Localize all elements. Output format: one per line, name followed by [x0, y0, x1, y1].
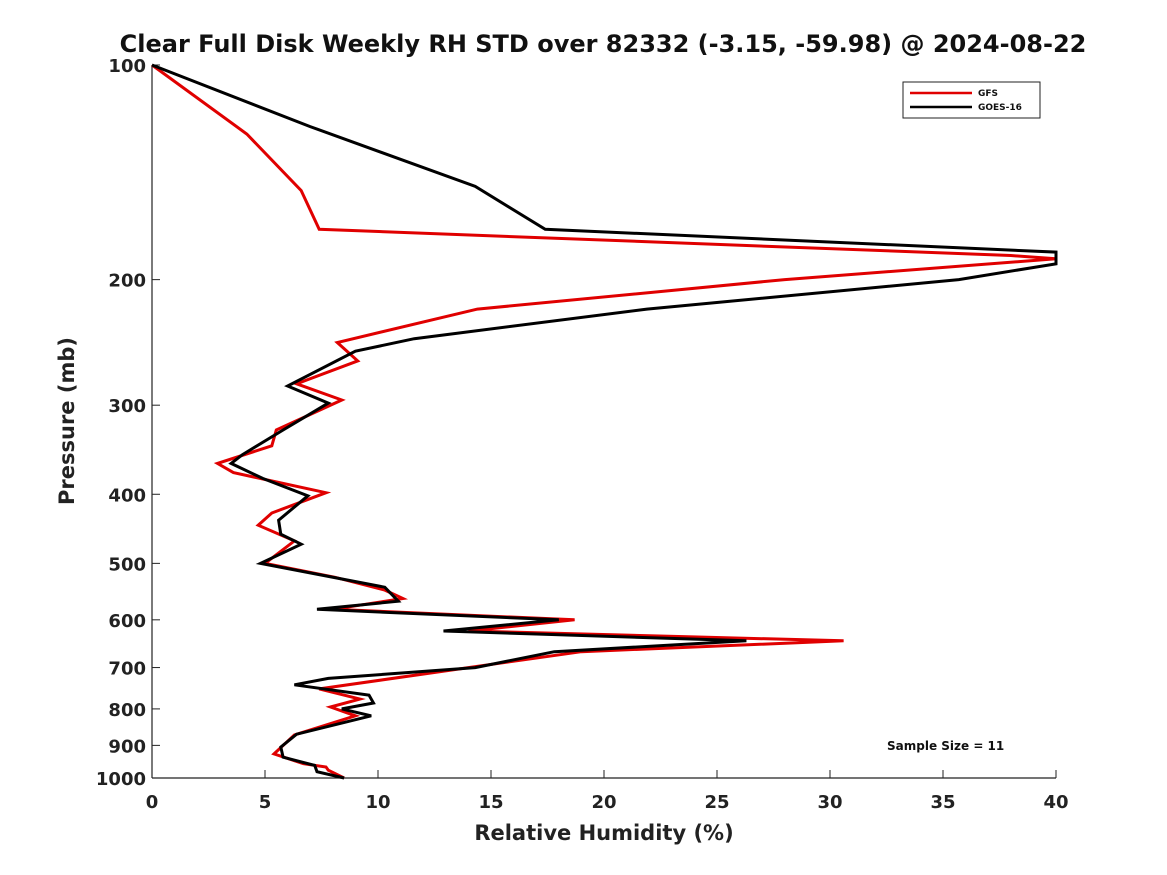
legend: GFS GOES-16	[902, 81, 1041, 119]
x-ticks: 0 5 10 15 20 25 30 35 40	[146, 770, 1069, 813]
x-tick-label: 0	[146, 792, 159, 813]
y-tick-label: 600	[108, 611, 146, 632]
x-tick-label: 40	[1043, 792, 1068, 813]
legend-label-goes16: GOES-16	[978, 103, 1022, 113]
legend-label-gfs: GFS	[978, 89, 998, 99]
series-lines	[151, 63, 1058, 780]
chart-title: Clear Full Disk Weekly RH STD over 82332…	[120, 30, 1087, 58]
x-tick-label: 20	[591, 792, 616, 813]
axes	[151, 65, 1056, 779]
y-tick-label: 700	[108, 659, 146, 680]
x-tick-label: 10	[365, 792, 390, 813]
legend-box	[902, 81, 1041, 119]
x-tick-label: 35	[930, 792, 955, 813]
x-tick-label: 30	[817, 792, 842, 813]
x-axis-label: Relative Humidity (%)	[474, 821, 733, 845]
y-tick-label: 800	[108, 700, 146, 721]
y-tick-label: 300	[108, 396, 146, 417]
x-tick-label: 15	[478, 792, 503, 813]
series-line-goes-16	[151, 63, 1058, 780]
x-tick-label: 5	[259, 792, 272, 813]
y-tick-label: 200	[108, 271, 146, 292]
series-line-gfs	[151, 63, 1057, 780]
y-tick-label: 900	[108, 736, 146, 757]
y-axis-label: Pressure (mb)	[55, 337, 79, 505]
y-ticks: 100 200 300 400 500 600 700 800 900 1000	[96, 56, 160, 790]
x-tick-label: 25	[704, 792, 729, 813]
y-tick-label: 100	[108, 56, 146, 77]
y-tick-label: 400	[108, 485, 146, 506]
sample-size-annotation: Sample Size = 11	[887, 739, 1004, 753]
y-tick-label: 1000	[96, 769, 146, 790]
y-tick-label: 500	[108, 554, 146, 575]
